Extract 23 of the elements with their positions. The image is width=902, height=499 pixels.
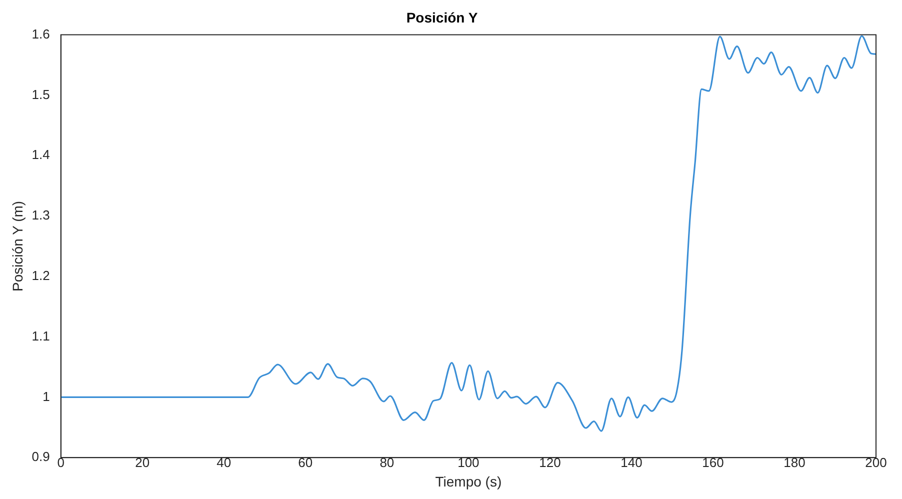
y-tick-label: 1	[42, 388, 50, 404]
y-tick-label: 1.1	[32, 328, 50, 344]
x-tick-label: 120	[539, 454, 561, 470]
x-tick-label: 60	[298, 454, 313, 470]
y-tick-label: 0.9	[32, 449, 50, 464]
x-tick-label: 0	[57, 454, 64, 470]
y-tick-label: 1.3	[32, 208, 50, 223]
y-tick-label: 1.5	[32, 86, 50, 102]
x-tick-label: 40	[216, 454, 232, 470]
x-tick-label: 200	[865, 454, 887, 470]
x-tick-label: 180	[784, 454, 806, 470]
y-tick-label: 1.4	[32, 147, 50, 162]
x-tick-label: 160	[702, 454, 724, 470]
x-axis-title: Tiempo (s)	[435, 473, 502, 490]
x-tick-label: 80	[380, 454, 394, 470]
x-tick-label: 100	[458, 454, 480, 470]
x-tick-label: 20	[135, 454, 150, 470]
x-tick-label: 140	[620, 454, 642, 470]
y-tick-label: 1.6	[32, 26, 50, 42]
y-tick-label: 1.2	[32, 268, 50, 283]
line-series	[60, 35, 876, 432]
chart-title: Posición Y	[406, 9, 478, 26]
y-axis-title: Posición Y (m)	[9, 200, 26, 292]
